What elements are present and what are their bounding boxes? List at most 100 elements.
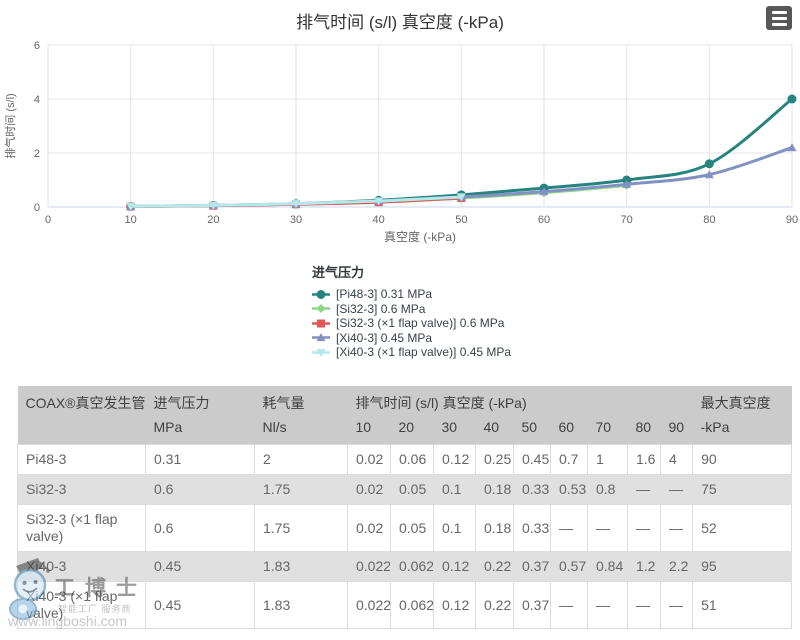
x-tick-label: 50 [455,214,467,226]
table-cell: 0.062 [390,581,434,629]
hamburger-bar [771,16,787,20]
table-cell: 1.83 [254,581,348,629]
x-tick-label: 40 [373,214,385,226]
table-cell: 0.12 [433,581,476,629]
table-cell: Si32-3 (×1 flap valve) [17,504,146,552]
legend-items: [Pi48-3] 0.31 MPa [Si32-3] 0.6 MPa [Si32-3… [312,287,511,360]
table-cell: 0.12 [433,551,476,582]
table-row: Si32-3 0.6 1.75 0.02 0.05 0.1 0.18 0.33 0.53 0.8—… [17,474,793,505]
column-header: 30 [433,416,476,445]
column-header: 20 [390,416,434,445]
table-cell: 75 [692,474,793,505]
x-tick-label: 70 [621,214,633,226]
table-cell: 0.062 [390,551,434,582]
legend-marker-icon [312,333,330,342]
chart-series [126,193,466,211]
table-cell: — [550,504,588,552]
table-cell: 2.2 [659,551,694,582]
y-axis-title: 排气时间 (s/l) [3,93,17,158]
hamburger-menu-icon[interactable] [766,6,792,30]
x-tick-label: 0 [45,214,51,226]
table-cell: Xi40-3 [17,551,146,582]
legend-item-label: [Xi40-3 (×1 flap valve)] 0.45 MPa [336,345,512,360]
table-cell: 0.02 [347,504,391,552]
triangle-down-marker [374,197,384,206]
table-cell: 0.33 [513,474,551,505]
legend-item[interactable]: [Xi40-3] 0.45 MPa [312,331,511,346]
table-cell: 0.022 [347,581,391,629]
chart-legend: 进气压力 [Pi48-3] 0.31 MPa [Si32-3] 0.6 MPa [S… [312,262,511,360]
table-cell: Si32-3 [17,474,146,505]
column-header: 80 [627,416,661,445]
column-header: 50 [513,416,551,445]
triangle-down-marker [208,201,218,210]
triangle-down-marker [316,348,326,357]
table-cell: 1.75 [254,474,348,505]
chart-title: 排气时间 (s/l) 真空度 (-kPa) [296,13,504,32]
table-cell: Pi48-3 [17,444,146,475]
circle-marker [704,159,714,169]
legend-item[interactable]: [Xi40-3 (×1 flap valve)] 0.45 MPa [312,345,511,360]
table-cell: 0.02 [347,474,391,505]
column-header: COAX®真空发生管 [17,386,146,416]
y-tick-label: 2 [34,148,40,160]
table-cell: 0.22 [475,581,514,629]
x-axis-title: 真空度 (-kPa) [384,229,456,244]
table-cell: Xi40-3 (×1 flap valve) [17,581,146,629]
column-header: MPa [145,416,255,445]
triangle-down-marker [456,193,466,202]
table-cell: — [587,581,628,629]
table-cell: — [550,581,588,629]
column-header: 最大真空度 [692,386,792,416]
table-cell: 0.18 [475,504,514,552]
table-cell: 0.8 [587,474,628,505]
legend-marker-icon [312,304,330,314]
legend-marker-icon [312,289,330,299]
triangle-marker [787,143,797,152]
column-header: 排气时间 (s/l) 真空度 (-kPa) [347,386,693,416]
table-cell: 1.83 [254,551,348,582]
table-cell: 2 [254,444,348,475]
table-cell: — [627,581,661,629]
table-cell: 0.1 [433,474,476,505]
x-tick-label: 80 [703,214,715,226]
table-row: Xi40-3 (×1 flap valve) 0.45 1.83 0.022 0.062… [17,581,793,629]
table-cell: — [627,504,661,552]
table-header-row: MPa Nl/s 10 20 30 40 50 60 70 80 90 -kPa [17,416,792,445]
table-cell: 95 [692,551,793,582]
table-cell: 0.84 [587,551,628,582]
legend-marker-icon [312,319,330,328]
column-header: 60 [550,416,588,445]
column-header: 40 [475,416,514,445]
legend-item[interactable]: [Pi48-3] 0.31 MPa [312,287,511,302]
y-tick-label: 4 [34,94,40,106]
table-cell: 0.1 [433,504,476,552]
column-header: Nl/s [254,416,348,445]
table-cell: 0.45 [145,581,255,629]
legend-item-label: [Pi48-3] 0.31 MPa [336,287,433,302]
table-cell: 0.022 [347,551,391,582]
table-header-row: COAX®真空发生管 进气压力 耗气量 排气时间 (s/l) 真空度 (-kPa) 最大… [17,386,792,416]
column-header: 进气压力 [145,386,255,416]
legend-marker-icon [312,348,330,357]
legend-item-label: [Xi40-3] 0.45 MPa [336,330,433,345]
triangle-marker [704,170,714,179]
legend-item[interactable]: [Si32-3] 0.6 MPa [312,302,511,317]
table-cell: 0.6 [145,474,255,505]
table-cell: — [587,504,628,552]
table-cell: — [659,504,694,552]
triangle-marker [622,179,632,188]
column-header: 70 [587,416,628,445]
legend-title: 进气压力 [312,265,365,280]
line-chart: 0 10 20 30 40 50 60 70 80 90 0 2 4 6 真空度 (-kPa) 排气时间 (s… [3,40,798,244]
table-cell: 0.7 [550,444,588,475]
x-tick-label: 20 [207,214,219,226]
table-cell: 0.45 [145,551,255,582]
legend-item[interactable]: [Si32-3 (×1 flap valve)] 0.6 MPa [312,316,511,331]
x-tick-label: 30 [290,214,302,226]
table-cell: 0.45 [513,444,551,475]
table-cell: 0.18 [475,474,514,505]
table-cell: 0.37 [513,581,551,629]
triangle-marker [539,187,549,196]
